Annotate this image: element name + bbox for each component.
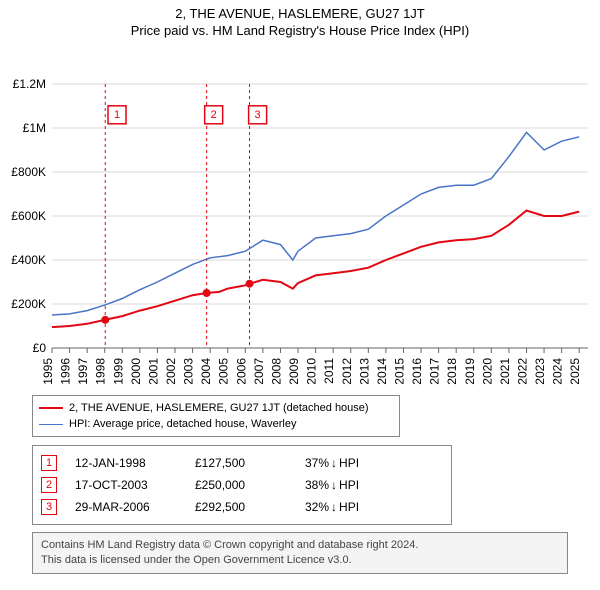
svg-text:2020: 2020	[480, 358, 494, 385]
legend-label: HPI: Average price, detached house, Wave…	[69, 418, 296, 430]
svg-text:1998: 1998	[94, 358, 108, 385]
svg-text:2023: 2023	[533, 358, 547, 385]
svg-text:2011: 2011	[322, 358, 336, 384]
svg-text:£1M: £1M	[23, 121, 46, 135]
footer-line2: This data is licensed under the Open Gov…	[41, 553, 559, 568]
table-row: 3 29-MAR-2006£292,50032%↓ HPI	[41, 496, 443, 518]
svg-text:2025: 2025	[568, 358, 582, 385]
row-date: 12-JAN-1998	[75, 456, 195, 470]
svg-text:£0: £0	[33, 341, 47, 355]
down-arrow-icon: ↓	[331, 456, 337, 470]
svg-text:2014: 2014	[375, 358, 389, 385]
legend-swatch	[39, 407, 63, 409]
svg-text:£200K: £200K	[11, 297, 46, 311]
svg-text:2002: 2002	[164, 358, 178, 385]
svg-text:1996: 1996	[59, 358, 73, 385]
svg-text:2007: 2007	[252, 358, 266, 385]
row-price: £127,500	[195, 456, 305, 470]
svg-text:2017: 2017	[428, 358, 442, 385]
row-marker: 2	[41, 477, 57, 493]
root: 2, THE AVENUE, HASLEMERE, GU27 1JT Price…	[0, 0, 600, 590]
svg-text:2018: 2018	[445, 358, 459, 385]
svg-text:2000: 2000	[129, 358, 143, 385]
row-marker: 1	[41, 455, 57, 471]
svg-text:2022: 2022	[515, 358, 529, 385]
row-pct: 37%↓ HPI	[305, 456, 359, 470]
row-date: 29-MAR-2006	[75, 500, 195, 514]
legend-swatch	[39, 424, 63, 425]
svg-text:2015: 2015	[392, 358, 406, 385]
svg-text:3: 3	[255, 109, 261, 121]
row-price: £292,500	[195, 500, 305, 514]
legend-item: HPI: Average price, detached house, Wave…	[39, 416, 393, 432]
svg-text:1995: 1995	[41, 358, 55, 385]
svg-text:2019: 2019	[463, 358, 477, 385]
table-row: 2 17-OCT-2003£250,00038%↓ HPI	[41, 474, 443, 496]
title-block: 2, THE AVENUE, HASLEMERE, GU27 1JT Price…	[0, 0, 600, 38]
svg-text:2024: 2024	[551, 358, 565, 385]
svg-text:2003: 2003	[182, 358, 196, 385]
down-arrow-icon: ↓	[331, 500, 337, 514]
svg-text:2008: 2008	[269, 358, 283, 385]
row-date: 17-OCT-2003	[75, 478, 195, 492]
row-pct: 38%↓ HPI	[305, 478, 359, 492]
svg-text:2009: 2009	[287, 358, 301, 385]
table-row: 1 12-JAN-1998£127,50037%↓ HPI	[41, 452, 443, 474]
svg-text:2013: 2013	[357, 358, 371, 385]
svg-text:2012: 2012	[340, 358, 354, 385]
row-price: £250,000	[195, 478, 305, 492]
title-address: 2, THE AVENUE, HASLEMERE, GU27 1JT	[0, 6, 600, 21]
footer-line1: Contains HM Land Registry data © Crown c…	[41, 538, 559, 553]
footer-attribution: Contains HM Land Registry data © Crown c…	[32, 532, 568, 574]
row-pct: 32%↓ HPI	[305, 500, 359, 514]
transactions-table: 1 12-JAN-1998£127,50037%↓ HPI 2 17-OCT-2003…	[32, 445, 452, 525]
svg-text:2001: 2001	[146, 358, 160, 385]
svg-text:1997: 1997	[76, 358, 90, 385]
svg-text:1999: 1999	[111, 358, 125, 385]
legend: 2, THE AVENUE, HASLEMERE, GU27 1JT (deta…	[32, 395, 400, 437]
svg-text:2010: 2010	[305, 358, 319, 385]
row-marker: 3	[41, 499, 57, 515]
svg-text:2: 2	[211, 109, 217, 121]
svg-text:1: 1	[114, 109, 120, 121]
svg-text:2005: 2005	[217, 358, 231, 385]
svg-text:2021: 2021	[498, 358, 512, 385]
svg-text:£600K: £600K	[11, 209, 46, 223]
svg-text:2006: 2006	[234, 358, 248, 385]
svg-text:£400K: £400K	[11, 253, 46, 267]
svg-text:£800K: £800K	[11, 165, 46, 179]
legend-item: 2, THE AVENUE, HASLEMERE, GU27 1JT (deta…	[39, 400, 393, 416]
svg-text:2004: 2004	[199, 358, 213, 385]
legend-label: 2, THE AVENUE, HASLEMERE, GU27 1JT (deta…	[69, 402, 369, 414]
svg-text:£1.2M: £1.2M	[13, 77, 46, 91]
down-arrow-icon: ↓	[331, 478, 337, 492]
title-subtitle: Price paid vs. HM Land Registry's House …	[0, 23, 600, 38]
chart-svg: £0£200K£400K£600K£800K£1M£1.2M1995199619…	[0, 38, 600, 418]
chart: £0£200K£400K£600K£800K£1M£1.2M1995199619…	[0, 38, 600, 418]
svg-text:2016: 2016	[410, 358, 424, 385]
